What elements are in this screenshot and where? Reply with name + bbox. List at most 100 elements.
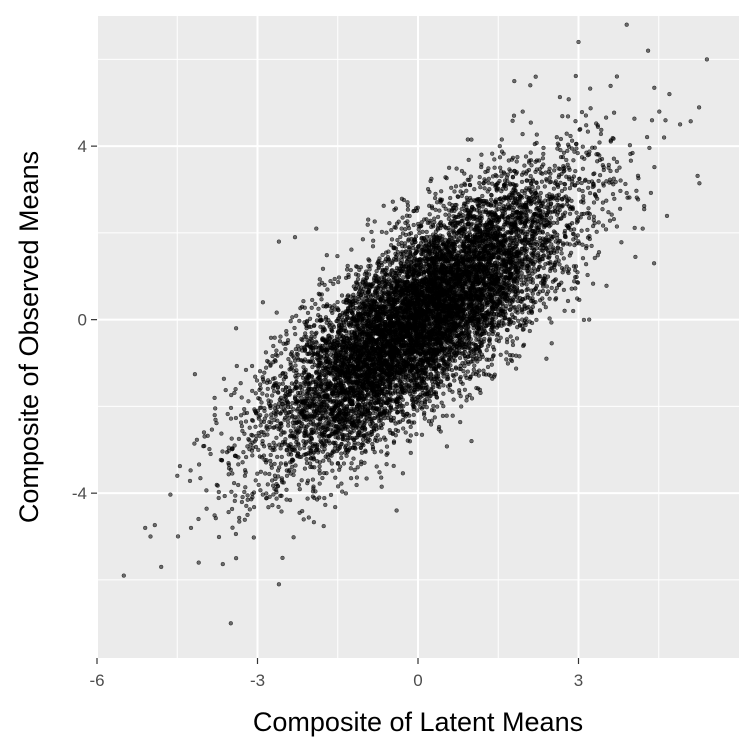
scatter-point [644,134,650,140]
scatter-point [548,215,554,220]
scatter-point [390,199,395,204]
scatter-point [364,275,370,281]
scatter-point [304,342,310,348]
scatter-point [310,297,315,303]
scatter-point [271,343,276,349]
scatter-point [510,118,515,123]
scatter-point [264,496,269,501]
scatter-point [272,335,277,340]
scatter-point [457,355,463,361]
scatter-point [288,452,294,457]
scatter-point [560,270,565,275]
scatter-point [359,450,365,455]
scatter-point [560,197,565,202]
scatter-point [516,318,521,323]
scatter-point [538,298,543,303]
scatter-point [272,406,278,411]
scatter-point [437,208,442,213]
scatter-point [427,212,432,217]
scatter-point [291,535,296,540]
scatter-point [524,282,529,287]
scatter-point [538,190,543,196]
scatter-point [569,198,574,203]
scatter-point [427,234,432,240]
scatter-point [524,287,529,293]
scatter-point [320,266,326,271]
scatter-point [168,492,173,497]
scatter-point [406,419,412,424]
scatter-point [560,114,565,119]
scatter-point [611,156,617,161]
scatter-point [400,417,406,423]
scatter-point [339,455,344,461]
scatter-point [269,412,274,417]
scatter-point [612,196,617,201]
scatter-point [581,200,586,205]
scatter-point [459,404,464,409]
scatter-point [510,342,516,348]
scatter-point [435,383,440,389]
scatter-point [354,482,359,488]
scatter-point [355,276,361,282]
scatter-point [371,238,376,243]
scatter-point [617,206,623,211]
scatter-point [387,409,392,414]
scatter-point [490,151,495,156]
scatter-point [424,229,429,235]
scatter-point [245,512,250,518]
scatter-point [348,466,353,471]
scatter-point [657,109,662,114]
scatter-point [241,450,246,455]
scatter-point [599,127,604,133]
scatter-point [192,372,198,377]
scatter-point [589,243,594,249]
scatter-point [348,476,354,481]
scatter-point [328,492,334,498]
scatter-point [558,147,563,153]
scatter-point [370,244,376,249]
scatter-point [614,224,620,229]
scatter-point [339,293,345,298]
scatter-point [520,327,526,332]
scatter-point [549,285,554,291]
scatter-point [332,276,337,282]
scatter-point [188,525,194,531]
scatter-point [628,158,634,163]
scatter-point [567,253,572,258]
scatter-point [268,452,273,458]
scatter-point [411,222,416,228]
scatter-point [323,502,328,508]
scatter-point [317,282,322,287]
scatter-point [557,262,562,267]
scatter-point [268,335,274,340]
scatter-point [549,320,554,325]
scatter-point [433,191,438,197]
scatter-point [459,183,464,188]
scatter-point [226,509,231,515]
scatter-point [324,471,329,476]
scatter-point [614,159,620,165]
scatter-point [229,436,234,441]
scatter-point [520,131,525,137]
scatter-point [519,270,524,276]
scatter-point [580,166,586,171]
scatter-point [584,123,589,128]
scatter-point [425,376,430,381]
scatter-point [305,496,310,501]
scatter-point [422,416,427,421]
scatter-point [299,478,304,483]
scatter-point [403,227,408,232]
scatter-point [317,464,322,469]
scatter-point [395,237,400,243]
scatter-point [223,387,228,393]
scatter-point [278,461,284,466]
scatter-point [240,460,245,465]
scatter-point [607,218,613,223]
scatter-point [353,272,359,277]
scatter-point [207,446,212,452]
scatter-point [400,471,406,476]
scatter-point [304,334,309,340]
scatter-point [276,504,281,510]
scatter-point [573,268,578,273]
scatter-point [204,488,209,493]
